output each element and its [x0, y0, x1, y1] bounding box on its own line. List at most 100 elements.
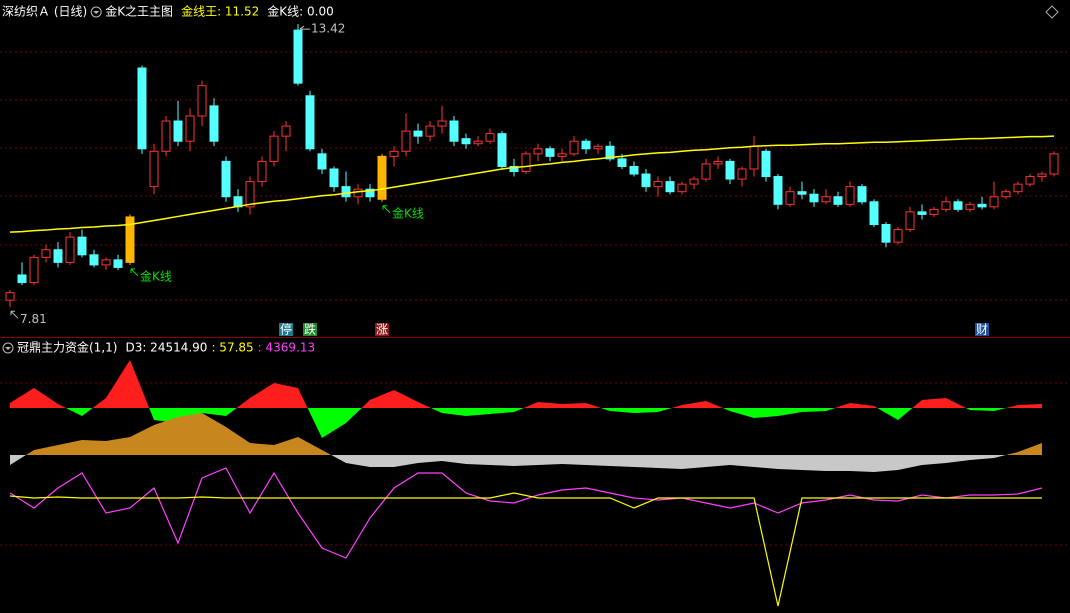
candle-body — [137, 67, 147, 150]
menu-icon — [5, 347, 11, 350]
candle-body — [965, 203, 975, 210]
candle-body — [377, 155, 387, 200]
candle-body — [197, 85, 207, 117]
candle-body — [953, 201, 963, 210]
legend-item: 金线王: 11.52 — [181, 4, 259, 19]
candle-body — [605, 145, 615, 160]
candle-body — [113, 259, 123, 268]
candle-body — [257, 160, 267, 183]
candle-body — [437, 120, 447, 127]
indicator-line — [9, 467, 1043, 559]
annotation-arrow — [299, 25, 310, 30]
candle-body — [101, 259, 111, 266]
event-tag: 跌 — [304, 322, 316, 337]
candle-body — [917, 211, 927, 215]
candle-body — [821, 196, 831, 203]
candle-body — [185, 115, 195, 142]
annotation-arrow — [130, 268, 139, 277]
candle-body — [845, 186, 855, 205]
candle-body — [881, 224, 891, 243]
candle-body — [329, 168, 339, 188]
candle-body — [689, 178, 699, 185]
candle-body — [389, 150, 399, 157]
candle-body — [17, 274, 27, 284]
annotation: 7.81 — [20, 312, 47, 326]
candle-body — [5, 292, 15, 301]
event-tag-bg — [975, 323, 989, 336]
legend-item: 金K线: 0.00 — [267, 4, 333, 19]
candle-body — [449, 120, 459, 142]
candle-body — [41, 249, 51, 258]
candle-body — [65, 236, 75, 263]
indicator-area — [10, 413, 1042, 455]
candle-body — [413, 130, 423, 137]
candle-body — [1025, 176, 1035, 185]
candle-body — [977, 203, 987, 208]
candle-body — [761, 150, 771, 178]
candle-body — [485, 133, 495, 142]
candle-body — [941, 201, 951, 210]
candle-body — [125, 216, 135, 263]
candle-body — [809, 193, 819, 203]
settings-icon[interactable] — [1045, 5, 1059, 19]
candle-body — [905, 211, 915, 231]
candle-body — [1013, 183, 1023, 193]
candle-body — [797, 191, 807, 195]
candle-body — [365, 188, 375, 198]
event-tag: 涨 — [376, 322, 388, 337]
candle-body — [173, 120, 183, 142]
candle-body — [593, 145, 603, 150]
candle-body — [677, 183, 687, 193]
candle-body — [569, 140, 579, 155]
candle-body — [317, 153, 327, 170]
annotation-arrow — [382, 205, 391, 214]
candle-body — [629, 165, 639, 175]
legend-item: : 57.85 — [211, 341, 253, 355]
candle-body — [77, 236, 87, 256]
candle-body — [209, 105, 219, 142]
annotation: 金K线 — [140, 268, 172, 283]
candle-body — [245, 181, 255, 208]
legend-item: : 4369.13 — [258, 341, 315, 355]
candle-body — [1049, 153, 1059, 175]
candle-body — [893, 229, 903, 243]
candle-body — [341, 186, 351, 198]
candle-body — [701, 163, 711, 180]
candle-body — [353, 188, 363, 198]
event-tag: 财 — [976, 323, 988, 337]
candle-body — [749, 145, 759, 170]
candle-body — [149, 150, 159, 188]
candle-body — [641, 173, 651, 188]
candle-body — [533, 148, 543, 155]
legend-item: D3: 24514.90 — [125, 341, 207, 355]
event-tag-bg — [375, 323, 389, 336]
candle-body — [653, 181, 663, 188]
candle-body — [1001, 191, 1011, 198]
event-tag-bg — [279, 323, 293, 336]
candle-body — [833, 196, 843, 205]
candle-body — [1037, 173, 1047, 178]
candle-body — [29, 256, 39, 284]
indicator-line — [9, 492, 1042, 607]
candle-body — [53, 249, 63, 263]
indicator-area — [10, 455, 1042, 472]
candle-body — [161, 120, 171, 152]
moving-average — [9, 135, 1055, 233]
candle-body — [305, 95, 315, 150]
chart-subtitle: 金K之王主图 — [105, 4, 173, 19]
candle-body — [737, 168, 747, 180]
candle-body — [857, 186, 867, 203]
annotation: 13.42 — [311, 22, 345, 36]
candle-body — [713, 160, 723, 165]
annotation-arrow — [10, 310, 19, 319]
indicator-title: 冠鼎主力资金(1,1) — [17, 340, 117, 355]
annotation: 金K线 — [392, 205, 424, 220]
candle-body — [497, 133, 507, 167]
candle-body — [401, 130, 411, 152]
candle-body — [461, 138, 471, 145]
candle-body — [293, 29, 303, 84]
menu-icon — [93, 11, 100, 14]
event-tag: 停 — [280, 322, 292, 337]
